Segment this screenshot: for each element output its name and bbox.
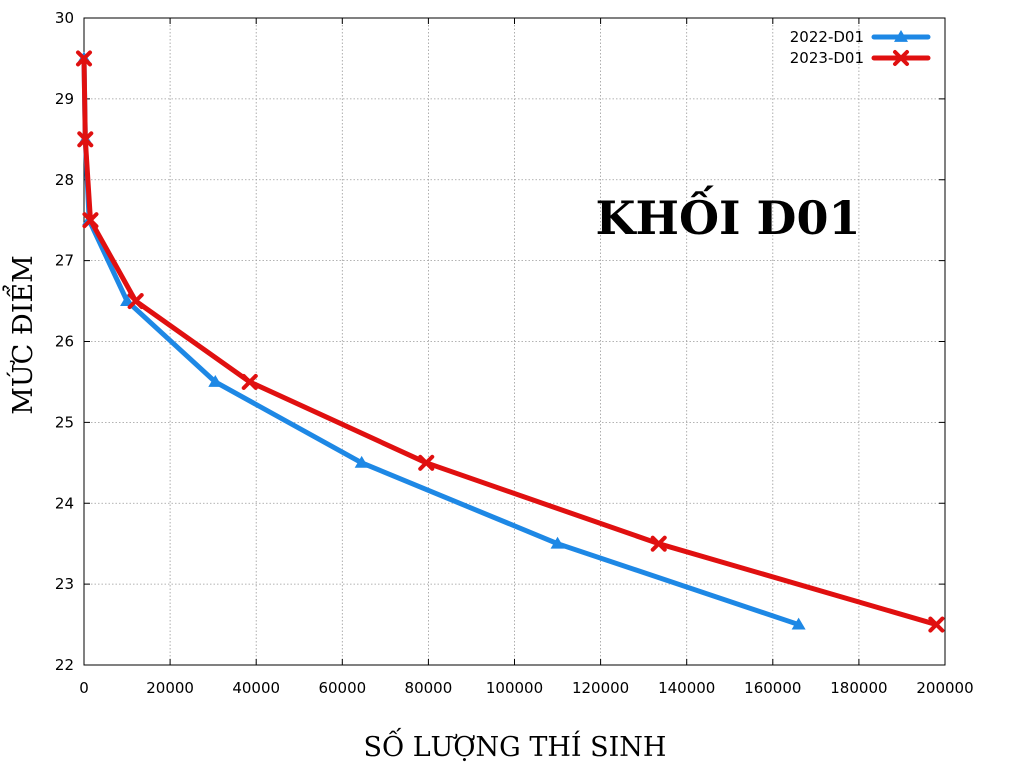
x-tick-label: 140000 [658, 679, 715, 697]
legend-marker [894, 30, 908, 42]
data-point [208, 374, 223, 387]
x-axis-title: SỐ LƯỢNG THÍ SINH [364, 726, 667, 763]
x-tick-label: 180000 [830, 679, 887, 697]
data-point [791, 617, 806, 630]
axis-ticks: 0 20000 40000 60000 80000 100000 120000 140000 1… [55, 9, 974, 697]
y-tick-label: 26 [55, 333, 74, 351]
grid-lines [84, 18, 945, 665]
y-tick-label: 28 [55, 171, 74, 189]
y-tick-label: 22 [55, 656, 74, 674]
legend-marker [893, 50, 909, 66]
y-tick-label: 29 [55, 90, 74, 108]
chart-title: KHỐI D01 [596, 184, 861, 245]
legend-label: 2023-D01 [790, 49, 864, 67]
data-point [76, 50, 92, 67]
x-tick-label: 80000 [405, 679, 453, 697]
series-2023-d01 [76, 50, 945, 633]
data-point [354, 455, 369, 468]
x-tick-label: 40000 [232, 679, 280, 697]
y-tick-label: 23 [55, 575, 74, 593]
data-point [127, 293, 144, 310]
x-tick-label: 0 [79, 679, 89, 697]
y-axis-title: MỨC ĐIỂM [1, 255, 39, 414]
x-tick-label: 200000 [916, 679, 973, 697]
series-line [81, 55, 939, 628]
x-tick-label: 120000 [572, 679, 629, 697]
legend-label: 2022-D01 [790, 28, 864, 46]
data-point [550, 536, 565, 549]
data-point [77, 131, 94, 148]
y-tick-label: 24 [55, 494, 74, 512]
y-tick-label: 30 [55, 9, 74, 27]
x-tick-label: 160000 [744, 679, 801, 697]
y-tick-label: 27 [55, 252, 74, 270]
series-2022-d01 [77, 51, 806, 630]
y-tick-label: 25 [55, 413, 74, 431]
x-tick-label: 60000 [318, 679, 366, 697]
data-point [928, 616, 945, 633]
x-tick-label: 20000 [146, 679, 194, 697]
data-point [418, 454, 435, 471]
data-point [120, 294, 135, 306]
legend: 2022-D01 2023-D01 [790, 28, 931, 67]
data-point [82, 212, 99, 229]
data-point [241, 373, 258, 390]
series-layer [76, 50, 945, 633]
x-tick-label: 100000 [486, 679, 543, 697]
data-point [650, 535, 667, 552]
